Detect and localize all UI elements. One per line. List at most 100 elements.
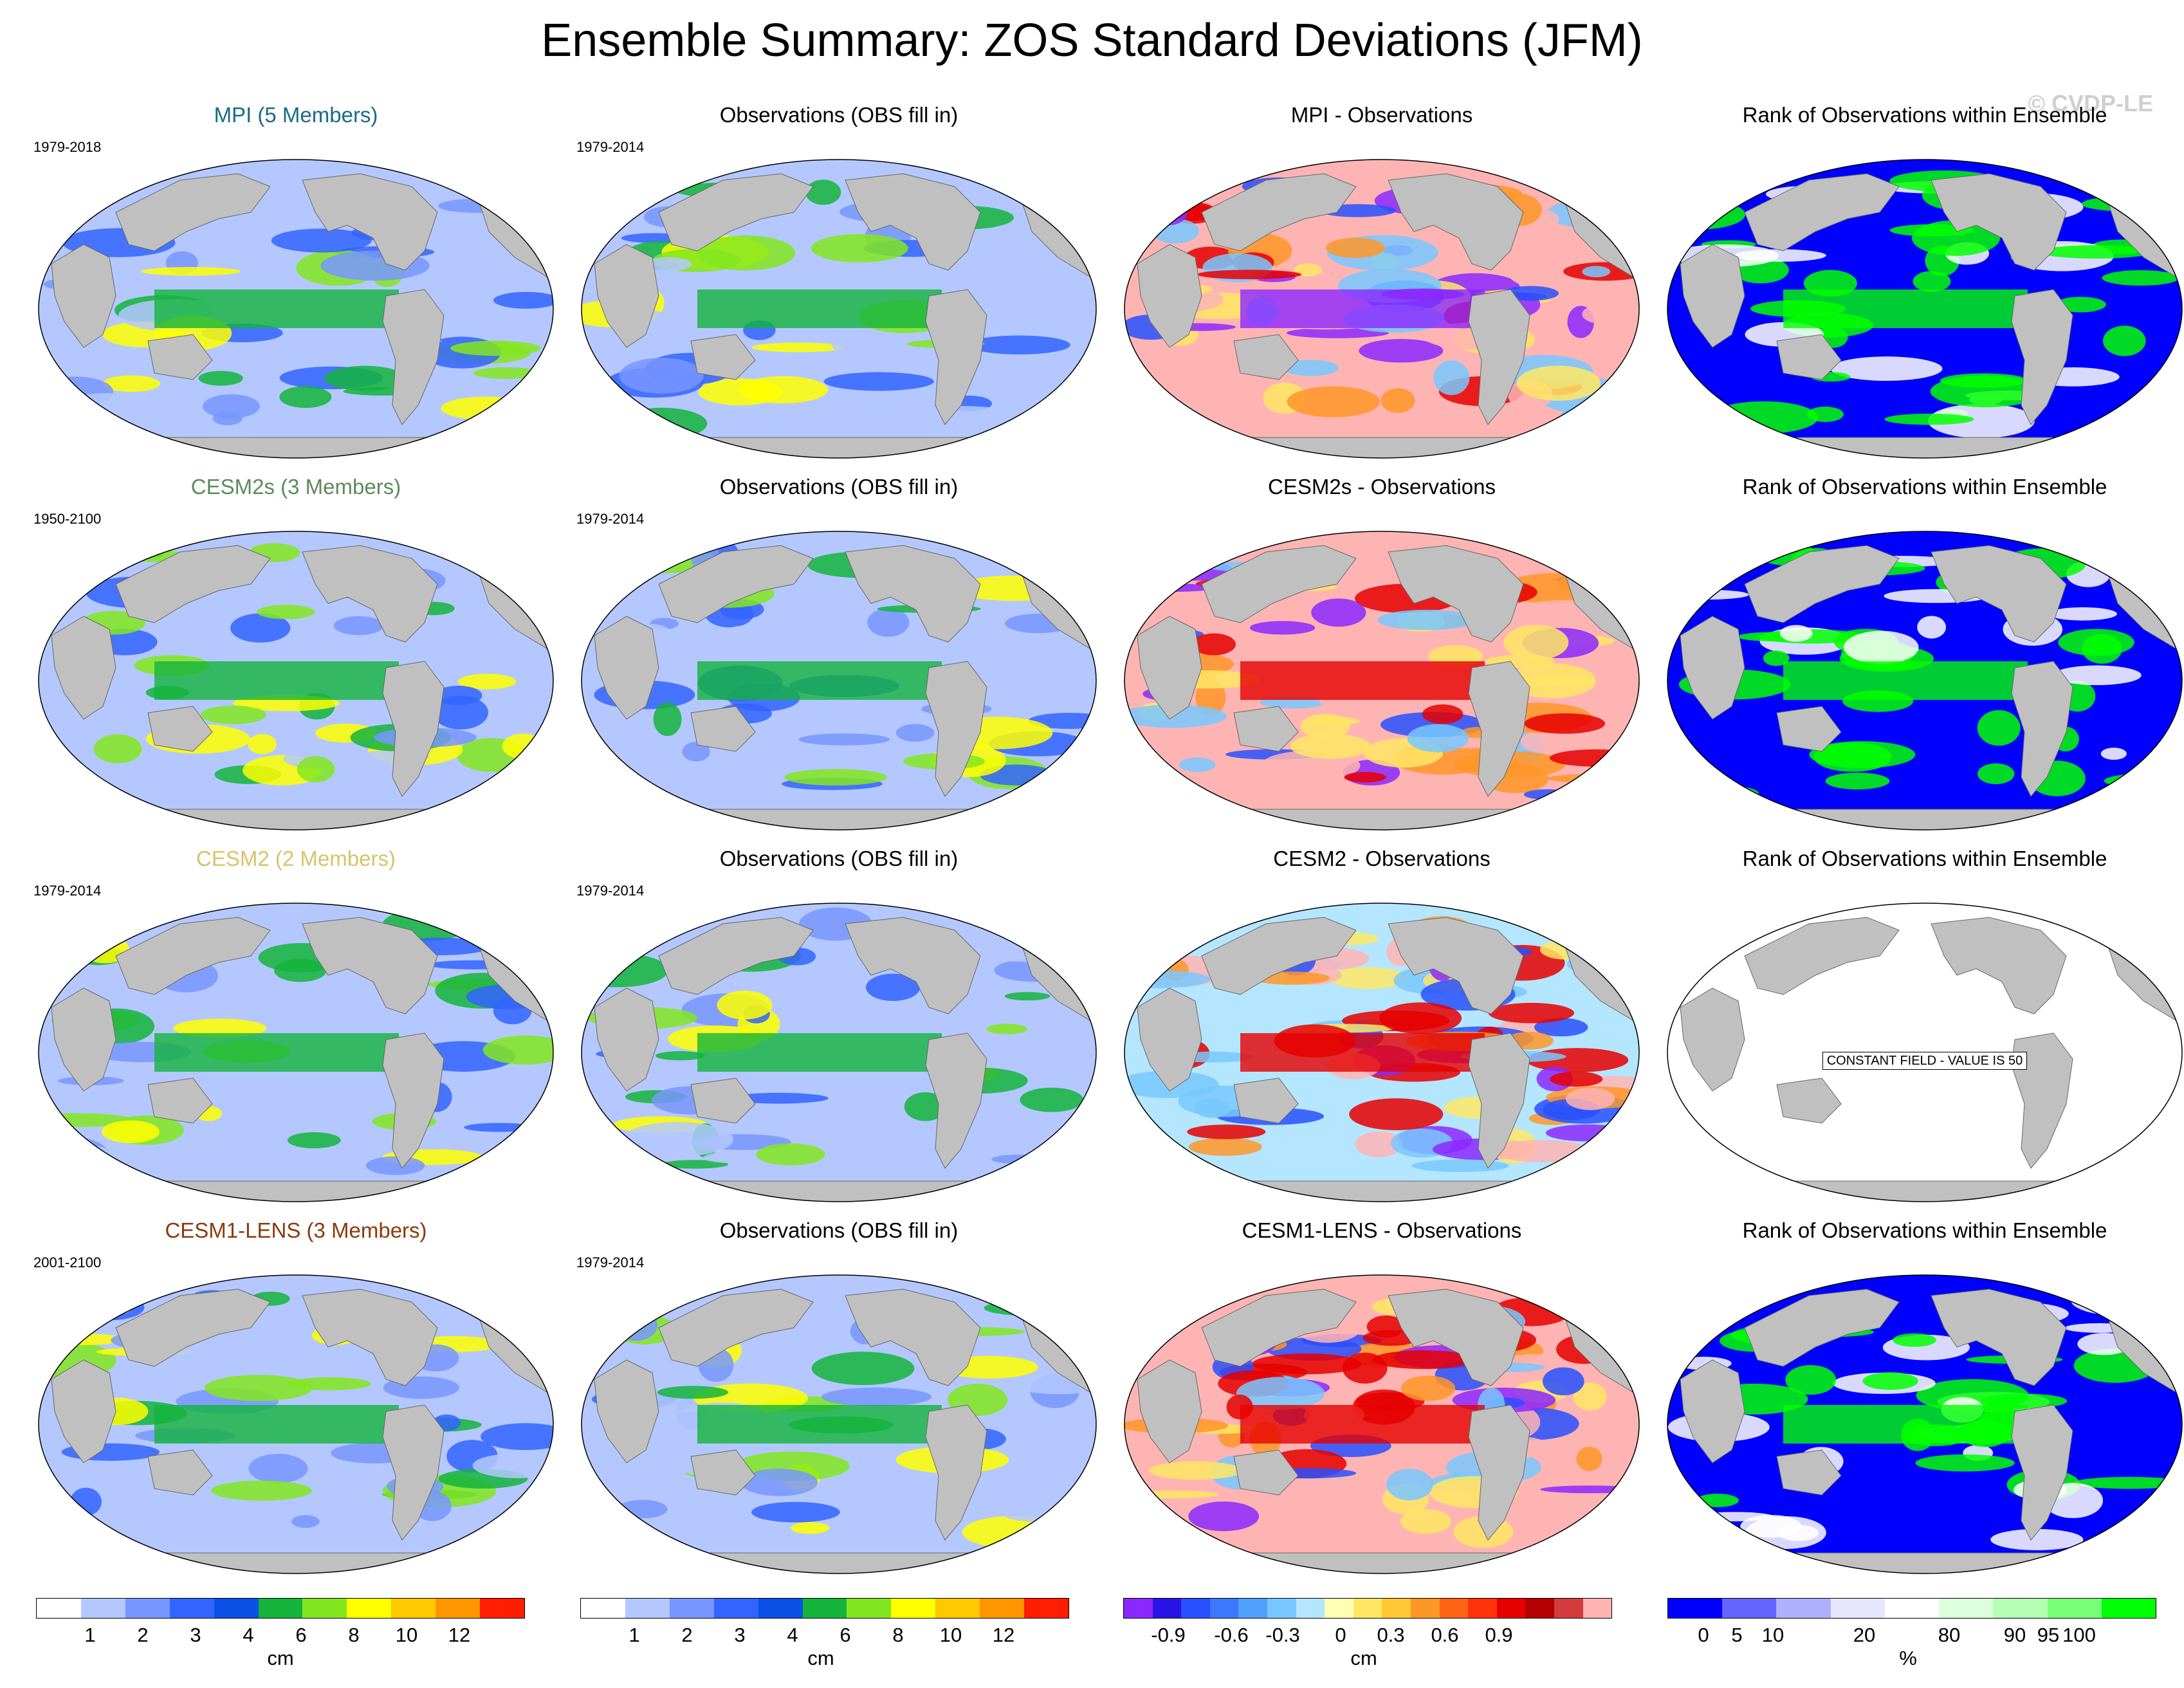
panel-title: MPI - Observations [1290, 103, 1473, 127]
colorbar-swatch [581, 1599, 625, 1618]
period-label: 1979-2018 [33, 139, 102, 155]
map-diff [1124, 903, 1640, 1202]
landmass [115, 1289, 271, 1367]
landmass [690, 334, 756, 380]
landmass [1468, 1032, 1530, 1169]
landmass [1744, 545, 1900, 623]
panel-model: CESM1-LENS (3 Members) 2001-2100 [26, 1218, 566, 1579]
watermark: © CVDP-LE [2028, 90, 2153, 116]
colorbar-swatch [1583, 1599, 1612, 1618]
colorbar-tick-label: 2 [137, 1624, 149, 1646]
map-rank [1667, 159, 2183, 459]
landmass [302, 545, 438, 643]
map-outline [1667, 531, 2183, 830]
landmass [147, 334, 213, 380]
colorbar-unit: cm [267, 1647, 294, 1669]
landmass [1776, 1078, 1842, 1124]
period-label: 1979-2014 [576, 883, 645, 899]
colorbar-swatch [1353, 1599, 1382, 1618]
colorbar-tick-label: 3 [190, 1624, 201, 1646]
colorbar-swatch [214, 1599, 259, 1618]
colorbar-swatch [125, 1599, 170, 1618]
colorbar-tick-label: 8 [892, 1624, 904, 1646]
landmass [1776, 1449, 1842, 1496]
landmass [1776, 334, 1842, 380]
landmass [1731, 1180, 2144, 1202]
landmass [1680, 1359, 1745, 1463]
colorbar-tick-label: 12 [992, 1624, 1015, 1646]
period-label: 1979-2014 [33, 883, 102, 899]
period-label: 1979-2014 [576, 139, 645, 155]
panel-title: CESM1-LENS - Observations [1242, 1218, 1522, 1242]
landmass [594, 987, 659, 1092]
colorbar-tick-label: 80 [1938, 1624, 1961, 1646]
landmass [1731, 437, 2144, 458]
landmass [382, 1404, 445, 1541]
map-outline [38, 903, 554, 1202]
colorbar-swatch [669, 1599, 714, 1618]
map-outline [38, 159, 554, 459]
period-label: 1979-2014 [576, 511, 645, 527]
landmass [658, 173, 814, 252]
colorbar-swatch [1525, 1599, 1554, 1618]
colorbar-tick-label: 100 [2062, 1624, 2096, 1646]
panel-title: CESM1-LENS (3 Members) [165, 1218, 427, 1242]
landmass [1188, 437, 1601, 458]
landmass [102, 437, 515, 458]
landmass [1188, 1552, 1601, 1573]
landmass [51, 616, 116, 720]
colorbar-swatch [1439, 1599, 1469, 1618]
panel-title: MPI (5 Members) [214, 103, 378, 127]
colorbar-swatch [1668, 1599, 1723, 1618]
panel-rank: Rank of Observations within Ensemble CONS… [1655, 847, 2184, 1207]
colorbar-swatch [1939, 1599, 1994, 1618]
landmass [594, 244, 659, 348]
landmass [1233, 1449, 1299, 1496]
landmass [382, 289, 445, 425]
panel-rank: Rank of Observations within Ensemble [1655, 475, 2184, 835]
colorbar-swatch [169, 1599, 214, 1618]
colorbar-swatch [1722, 1599, 1777, 1618]
colorbar-tick-label: 0.9 [1485, 1624, 1513, 1646]
colorbar-unit: cm [807, 1647, 834, 1669]
panel-title: Rank of Observations within Ensemble [1742, 847, 2107, 870]
landmass [51, 244, 116, 348]
map-model [38, 159, 554, 459]
colorbar-tick-label: 6 [295, 1624, 307, 1646]
colorbar-tick-label: -0.6 [1214, 1624, 1249, 1646]
colorbar-swatch [713, 1599, 758, 1618]
figure-title: Ensemble Summary: ZOS Standard Deviation… [541, 15, 1643, 66]
colorbar-tick-label: 90 [2003, 1624, 2026, 1646]
landmass [115, 173, 271, 252]
colorbar-tick-label: 10 [1761, 1624, 1785, 1646]
landmass [1388, 545, 1524, 643]
map-outline [581, 1274, 1097, 1574]
landmass [1137, 987, 1202, 1092]
colorbar-swatch [1124, 1599, 1153, 1618]
colorbar-tick-label: 6 [840, 1624, 851, 1646]
colorbar-swatch [2101, 1599, 2156, 1618]
landmass [925, 1032, 987, 1169]
landmass [658, 545, 814, 623]
map-outline [1124, 1274, 1640, 1574]
landmass [594, 616, 659, 720]
landmass [147, 706, 213, 752]
landmass [1233, 1078, 1299, 1124]
landmass [1233, 334, 1299, 380]
landmass [51, 1359, 116, 1463]
colorbar-swatch [1024, 1599, 1069, 1618]
colorbar-tick-label: 4 [243, 1624, 254, 1646]
landmass [925, 661, 987, 797]
colorbar-tick-label: 4 [787, 1624, 798, 1646]
panel-diff: MPI - Observations [1112, 103, 1652, 463]
colorbar-tick-label: 0 [1698, 1624, 1709, 1646]
landmass [1201, 1289, 1357, 1367]
map-rank [1667, 903, 2183, 1202]
landmass [302, 173, 438, 271]
panel-model: CESM2 (2 Members) 1979-2014 [26, 847, 566, 1207]
landmass [302, 1289, 438, 1386]
period-label: 1979-2014 [576, 1254, 645, 1271]
map-outline [581, 531, 1097, 830]
panel-model: CESM2s (3 Members) 1950-2100 [26, 475, 566, 835]
colorbar-tick-label: 20 [1853, 1624, 1876, 1646]
